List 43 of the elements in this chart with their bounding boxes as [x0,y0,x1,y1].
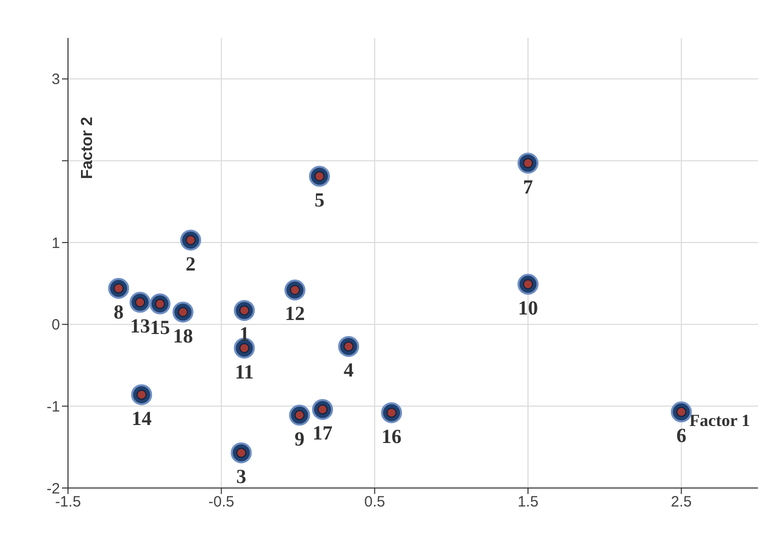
annotation: 11 [234,361,254,384]
point [284,280,306,300]
point [381,402,402,424]
point [131,384,152,406]
point [308,166,330,187]
annotation: 4 [344,360,354,382]
point [230,442,252,464]
point [172,302,194,323]
annotation: 14 [132,408,152,430]
annotation: 12 [284,303,305,326]
annotation: 3 [236,466,246,488]
annotation: 5 [314,189,324,212]
point [150,293,170,314]
annotation: 16 [382,426,402,448]
x-tick-label: -0.5 [208,494,234,511]
annotation: 13 [130,315,150,338]
point [312,398,334,420]
annotation: 8 [114,302,124,324]
point [338,336,360,357]
annotation: 7 [523,176,533,198]
point [518,152,538,174]
x-axis-title: Factor 1 [689,411,750,430]
annotation: 10 [518,297,538,320]
y-tick-label: 1 [52,234,60,252]
annotation: 17 [312,422,333,445]
annotation: 18 [173,325,193,348]
point [518,274,538,295]
point [108,278,130,299]
annotation: 6 [676,425,686,448]
y-axis-title: Factor 2 [79,116,96,180]
point [180,230,202,251]
annotation: 2 [186,253,196,276]
y-tick-label: 0 [52,316,60,334]
y-tick-label: -1 [46,398,60,416]
point [234,300,255,321]
x-tick-label: 1.5 [518,494,538,511]
annotation: 15 [150,317,170,340]
point [130,292,151,313]
point [289,404,310,426]
annotation: 9 [294,428,305,450]
x-tick-label: 0.5 [364,494,386,511]
y-tick-label: 3 [52,71,60,88]
x-tick-label: 2.5 [670,494,692,511]
